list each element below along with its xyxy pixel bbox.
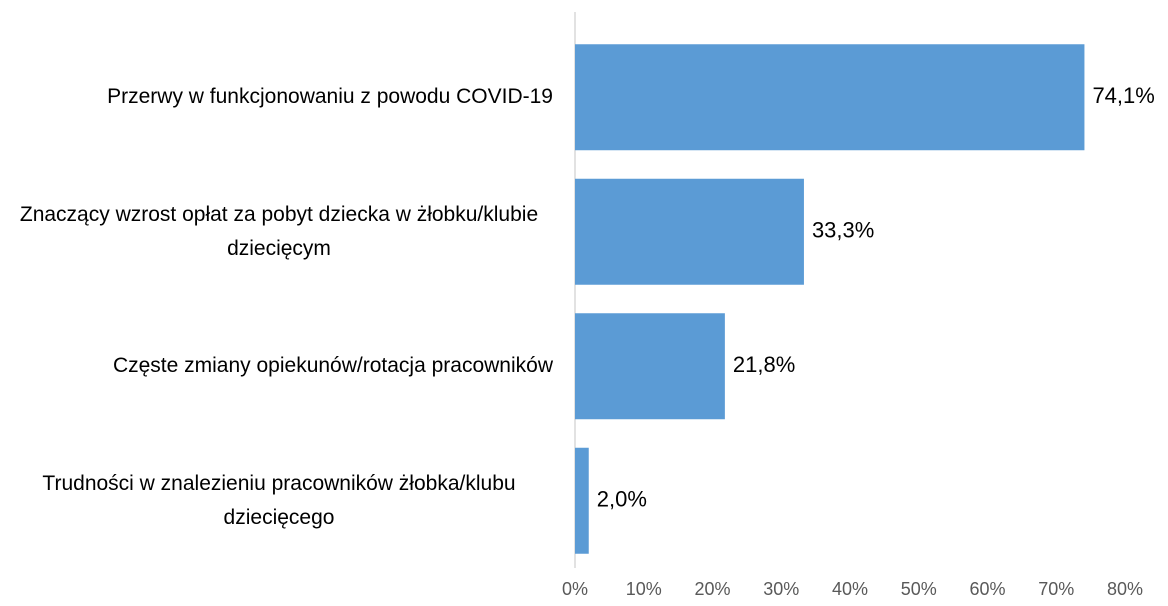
x-tick-label: 70% [1038,579,1074,599]
bar [575,44,1085,151]
x-tick-label: 40% [832,579,868,599]
bar [575,313,725,420]
x-tick-label: 0% [562,579,588,599]
category-label: Trudności w znalezieniu pracowników żłob… [0,467,553,535]
category-label: Znaczący wzrost opłat za pobyt dziecka w… [0,198,553,266]
x-tick-label: 30% [763,579,799,599]
category-text: Trudności w znalezieniu pracowników żłob… [42,471,516,529]
value-label: 74,1% [1092,83,1154,108]
x-tick-label: 10% [626,579,662,599]
value-label: 33,3% [812,218,874,243]
category-label: Przerwy w funkcjonowaniu z powodu COVID-… [0,80,553,114]
x-tick-label: 20% [694,579,730,599]
bar [575,178,804,285]
x-tick-label: 50% [901,579,937,599]
x-tick-label: 80% [1107,579,1143,599]
category-label: Częste zmiany opiekunów/rotacja pracowni… [0,349,553,383]
x-tick-label: 60% [969,579,1005,599]
category-text: Przerwy w funkcjonowaniu z powodu COVID-… [107,85,553,109]
category-text: Znaczący wzrost opłat za pobyt dziecka w… [19,202,539,260]
value-label: 2,0% [597,487,647,512]
value-label: 21,8% [733,352,795,377]
bar [575,447,589,554]
category-text: Częste zmiany opiekunów/rotacja pracowni… [112,354,553,378]
